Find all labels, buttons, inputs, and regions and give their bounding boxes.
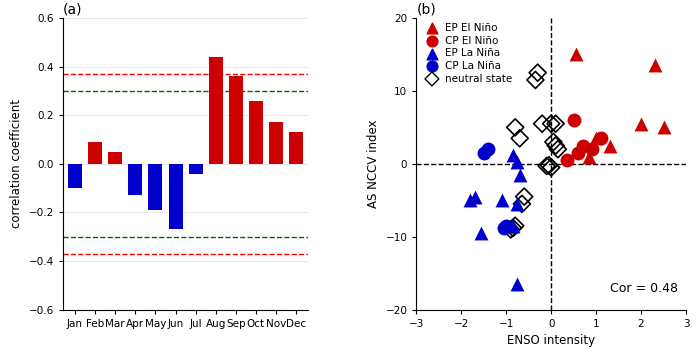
Point: [649, 63, 660, 68]
Bar: [169, 164, 183, 229]
Bar: [229, 76, 243, 164]
Point: [500, 223, 512, 229]
Bar: [249, 100, 263, 164]
Y-axis label: correlation coefficient: correlation coefficient: [10, 99, 23, 228]
Point: [541, 163, 552, 169]
Point: [498, 225, 510, 231]
Bar: [269, 122, 283, 164]
Point: [577, 143, 588, 148]
Point: [591, 135, 602, 141]
Bar: [188, 164, 203, 174]
Point: [508, 152, 519, 158]
Point: [545, 121, 557, 127]
Legend: EP El Niño, CP El Niño, EP La Niña, CP La Niña, neutral state: EP El Niño, CP El Niño, EP La Niña, CP L…: [419, 21, 514, 86]
Point: [508, 223, 519, 229]
Point: [512, 201, 523, 207]
Bar: [148, 164, 162, 210]
Point: [514, 172, 525, 177]
Point: [482, 146, 493, 152]
Bar: [289, 132, 303, 164]
Point: [586, 146, 597, 152]
Point: [530, 77, 541, 83]
Point: [568, 117, 579, 123]
Point: [550, 143, 561, 148]
Bar: [88, 142, 102, 164]
Text: (b): (b): [416, 3, 436, 17]
Point: [543, 162, 554, 168]
X-axis label: ENSO intensity: ENSO intensity: [507, 334, 595, 347]
Point: [508, 225, 519, 231]
Point: [537, 121, 548, 127]
Point: [505, 226, 517, 232]
Point: [532, 70, 543, 76]
Point: [636, 121, 647, 127]
Point: [465, 197, 476, 203]
Point: [545, 165, 557, 170]
Text: (a): (a): [63, 3, 83, 17]
Point: [514, 135, 525, 141]
Point: [658, 125, 669, 130]
Point: [496, 197, 507, 203]
Point: [469, 194, 480, 199]
Point: [500, 223, 512, 229]
Point: [604, 143, 615, 148]
Point: [552, 146, 564, 152]
Point: [476, 230, 487, 236]
Point: [561, 157, 573, 163]
Point: [519, 194, 530, 199]
Bar: [68, 164, 82, 188]
Point: [550, 121, 561, 127]
Point: [573, 150, 584, 156]
Text: Cor = 0.48: Cor = 0.48: [610, 282, 678, 295]
Bar: [209, 57, 223, 164]
Point: [548, 139, 559, 145]
Bar: [128, 164, 142, 195]
Point: [512, 281, 523, 287]
Point: [517, 201, 528, 207]
Point: [570, 51, 582, 57]
Point: [478, 150, 489, 156]
Y-axis label: AS NCCV index: AS NCCV index: [367, 120, 380, 208]
Point: [595, 135, 606, 141]
Point: [510, 223, 521, 229]
Point: [512, 159, 523, 165]
Point: [584, 154, 595, 159]
Point: [510, 125, 521, 130]
Bar: [108, 152, 122, 164]
